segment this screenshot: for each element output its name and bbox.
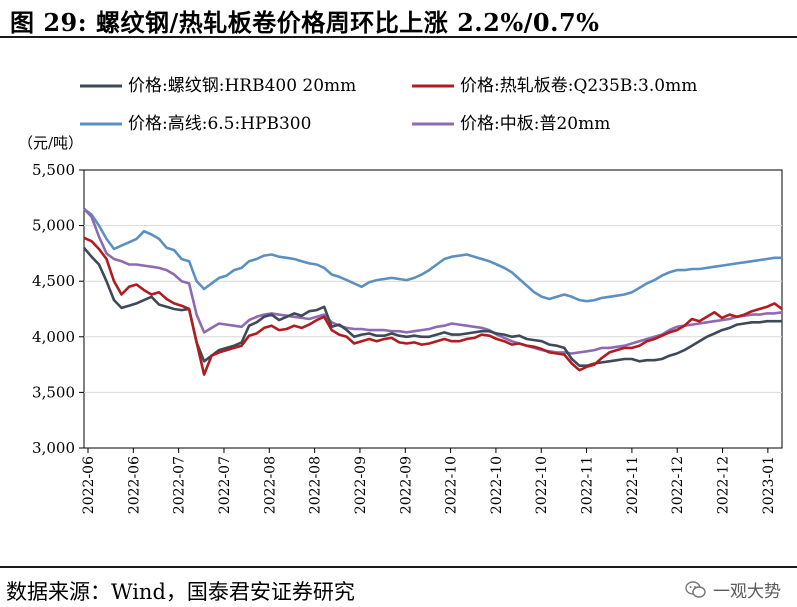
x-tick-label: 2022-10 [534,456,550,514]
x-tick-label: 2022-09 [398,456,414,514]
line-chart: 价格:螺纹钢:HRB400 20mm 价格:热轧板卷:Q235B:3.0mm 价格:… [18,76,783,514]
y-tick-label: 5,000 [32,217,75,235]
x-tick-label: 2022-10 [489,456,505,514]
series-line-1 [83,236,783,376]
plot-area: 3,000 3,500 4,000 4,500 5,000 5,500 2022-06 202… [32,161,783,514]
x-tick-label: 2022-08 [262,456,278,514]
x-tick-label: 2022-11 [580,456,596,514]
legend-label-3: 价格:中板:普20mm [460,114,610,134]
footer-bar: 数据来源：Wind，国泰君安证券研究 一观大势 [0,566,797,607]
x-tick-label: 2022-07 [217,456,233,514]
x-tick-label: 2022-10 [444,456,460,514]
y-tick-label: 5,500 [32,161,75,179]
x-tick-label: 2022-07 [172,456,188,514]
figure-title: 图 29: 螺纹钢/热轧板卷价格周环比上涨 2.2%/0.7% [10,8,600,37]
series-line-0 [83,246,782,368]
x-tick-label: 2022-06 [81,456,97,514]
chart-legend: 价格:螺纹钢:HRB400 20mm 价格:热轧板卷:Q235B:3.0mm 价格:… [80,76,697,134]
legend-label-0: 价格:螺纹钢:HRB400 20mm [128,76,356,96]
legend-label-1: 价格:热轧板卷:Q235B:3.0mm [460,76,697,96]
wechat-icon [685,580,706,598]
x-tick-label: 2023-01 [761,456,777,514]
x-tick-label: 2022-12 [670,456,686,514]
watermark-text: 一观大势 [713,582,781,602]
x-tick-label: 2022-11 [625,456,641,514]
legend-label-2: 价格:高线:6.5:HPB300 [128,114,311,134]
y-tick-label: 3,500 [32,383,75,401]
y-tick-label: 4,000 [32,328,75,346]
series-line-2 [83,207,782,303]
y-tick-label: 4,500 [32,272,75,290]
x-tick-label: 2022-06 [126,456,142,514]
x-tick-label: 2022-08 [308,456,324,514]
series-line-3 [83,207,783,355]
watermark: 一观大势 [685,577,781,602]
figure-title-bar: 图 29: 螺纹钢/热轧板卷价格周环比上涨 2.2%/0.7% [0,0,797,38]
source-note: 数据来源：Wind，国泰君安证券研究 [6,580,355,604]
x-tick-label: 2022-12 [716,456,732,514]
y-tick-label: 3,000 [32,439,75,457]
x-tick-label: 2022-09 [353,456,369,514]
y-axis-label: （元/吨） [18,134,83,152]
